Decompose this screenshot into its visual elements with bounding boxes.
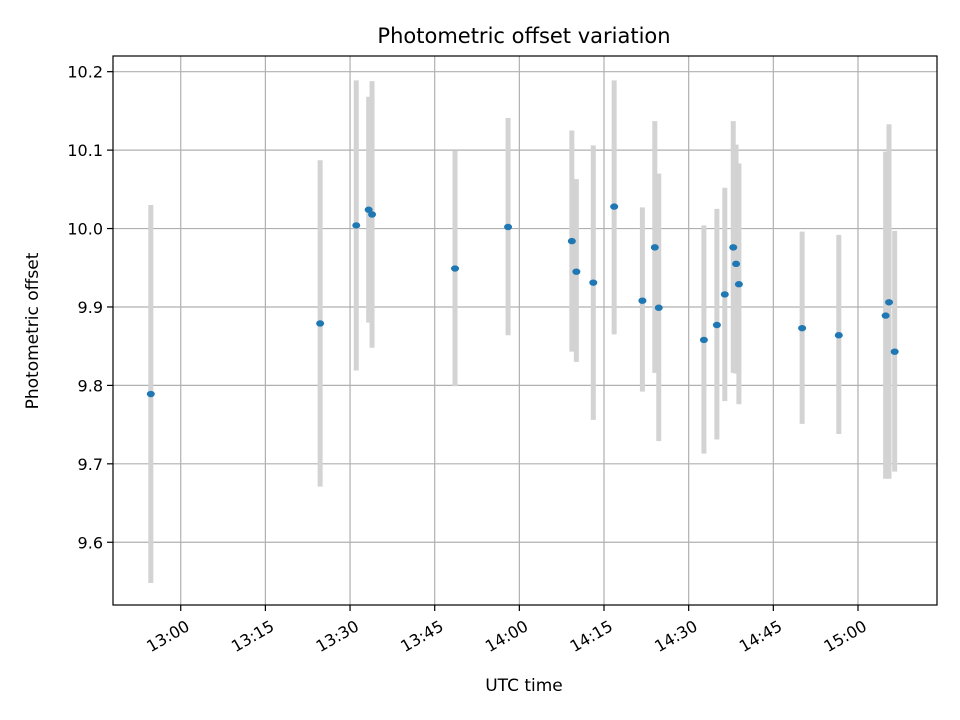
x-tick-label: 14:15 — [567, 616, 616, 656]
y-tick-label: 10.0 — [67, 220, 103, 239]
data-point — [572, 268, 581, 275]
data-point — [885, 299, 894, 306]
x-axis-label: UTC time — [485, 676, 563, 696]
x-tick-label: 13:30 — [313, 616, 362, 656]
data-point — [567, 237, 576, 245]
data-point — [364, 206, 373, 213]
data-point — [638, 297, 647, 304]
x-tick-label: 13:15 — [228, 616, 277, 656]
x-tick-label: 13:45 — [397, 616, 446, 656]
data-point — [734, 281, 743, 288]
y-tick-label: 10.2 — [67, 63, 103, 82]
x-tick-label: 14:00 — [482, 616, 531, 656]
data-point — [316, 320, 325, 327]
data-point — [890, 348, 899, 355]
data-point — [834, 332, 843, 339]
data-point — [732, 260, 741, 268]
data-point — [589, 279, 598, 286]
y-tick-label: 9.6 — [78, 533, 103, 552]
grid-lines — [113, 56, 937, 605]
y-axis-ticks: 9.6 9.7 9.8 9.9 10.0 10.1 10.2 — [67, 63, 113, 552]
data-point — [798, 324, 807, 332]
y-tick-label: 9.7 — [78, 455, 103, 474]
data-point — [712, 321, 721, 329]
data-point — [504, 223, 513, 231]
chart-title: Photometric offset variation — [377, 24, 670, 48]
data-points — [146, 203, 899, 398]
data-point — [451, 265, 460, 272]
data-point — [352, 222, 361, 229]
y-tick-label: 9.8 — [78, 376, 103, 395]
y-axis-label: Photometric offset — [23, 252, 43, 409]
data-point — [146, 390, 155, 398]
x-tick-label: 14:30 — [651, 616, 700, 656]
data-point — [699, 336, 708, 344]
error-bars — [148, 80, 898, 584]
x-axis-ticks: 13:00 13:15 13:30 13:45 14:00 14:15 14:30 14:45… — [143, 605, 870, 656]
x-tick-label: 13:00 — [143, 616, 192, 656]
data-point — [881, 312, 890, 319]
data-point — [650, 244, 659, 251]
data-point — [729, 244, 738, 251]
data-point — [654, 304, 663, 311]
y-tick-label: 10.1 — [67, 141, 103, 160]
x-tick-label: 14:45 — [736, 616, 785, 656]
data-point — [368, 211, 377, 218]
plot-frame — [112, 55, 938, 606]
data-point — [720, 291, 729, 298]
x-tick-label: 15:00 — [821, 616, 870, 656]
y-tick-label: 9.9 — [78, 298, 103, 317]
data-point — [610, 203, 619, 210]
